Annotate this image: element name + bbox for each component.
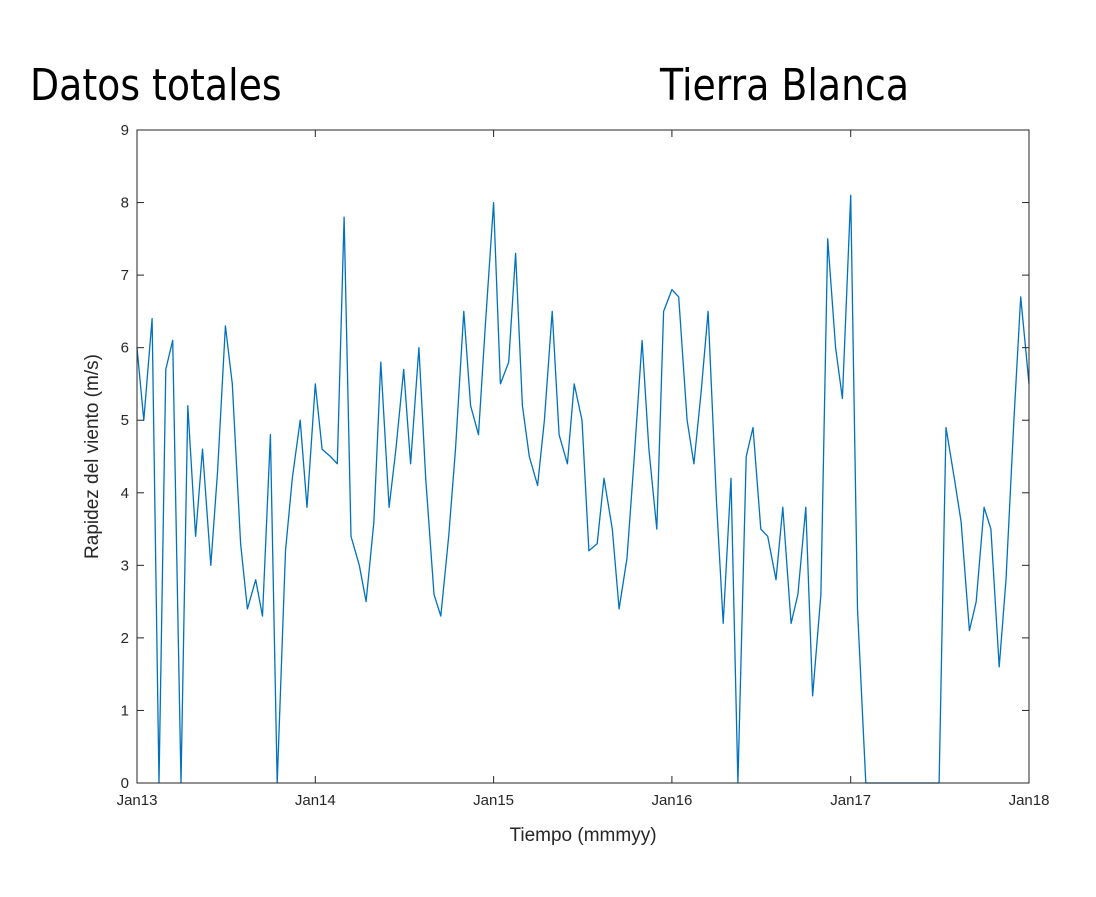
y-tick-label: 9	[121, 122, 129, 139]
x-tick-label: Jan17	[830, 792, 871, 809]
x-tick-label: Jan18	[1009, 792, 1050, 809]
ticks: 0 1 2 3 4 5 6 7 8 9 Jan13 Jan14 Jan15 Jan16 Jan17 Jan18	[117, 122, 1050, 809]
series-line-0	[136, 194, 1030, 784]
y-tick-label: 5	[121, 412, 129, 429]
y-tick-label: 7	[121, 267, 129, 284]
y-tick-label: 6	[121, 340, 129, 357]
x-axis-label: Tiempo (mmmyy)	[509, 825, 656, 846]
axes	[136, 129, 1030, 784]
y-tick-label: 8	[121, 195, 129, 212]
header-right-title: Tierra Blanca	[660, 60, 910, 111]
header-left-title: Datos totales	[30, 60, 282, 111]
y-tick-label: 3	[121, 557, 129, 574]
axes-box	[136, 129, 1030, 784]
x-tick-label: Jan14	[295, 792, 336, 809]
y-tick-label: 0	[121, 775, 129, 792]
x-tick-label: Jan16	[651, 792, 692, 809]
y-tick-label: 2	[121, 630, 129, 647]
y-axis-label: Rapidez del viento (m/s)	[82, 354, 103, 559]
y-tick-label: 4	[121, 485, 129, 502]
x-tick-label: Jan15	[473, 792, 514, 809]
y-tick-label: 1	[121, 702, 129, 719]
plot-area	[136, 194, 1030, 784]
x-tick-label: Jan13	[117, 792, 158, 809]
